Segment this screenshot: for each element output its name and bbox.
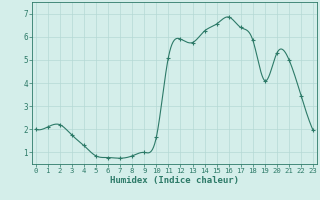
X-axis label: Humidex (Indice chaleur): Humidex (Indice chaleur) [110,176,239,185]
